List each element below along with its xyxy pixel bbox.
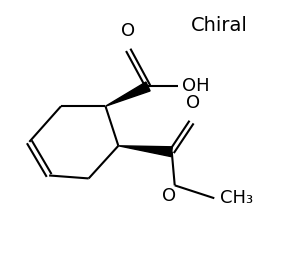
Text: Chiral: Chiral: [191, 16, 248, 35]
Text: CH₃: CH₃: [220, 189, 253, 207]
Text: O: O: [187, 94, 201, 112]
Polygon shape: [106, 82, 150, 106]
Polygon shape: [118, 146, 172, 157]
Text: OH: OH: [182, 77, 209, 96]
Text: O: O: [162, 187, 176, 205]
Text: O: O: [121, 22, 135, 40]
